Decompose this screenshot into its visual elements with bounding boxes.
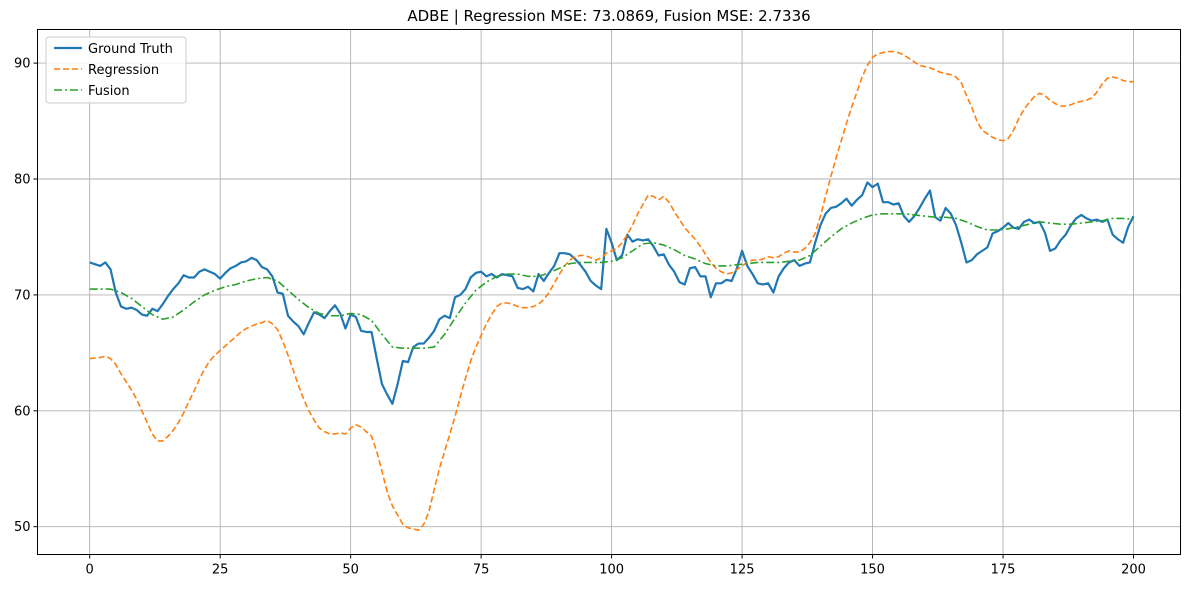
legend-label-regression: Regression	[88, 63, 159, 78]
x-tick-label: 25	[212, 563, 229, 578]
legend: Ground Truth Regression Fusion	[45, 36, 187, 104]
series-line-regression	[89, 50, 1134, 531]
series-line-ground-truth	[89, 181, 1135, 405]
chart-title: ADBE | Regression MSE: 73.0869, Fusion M…	[407, 7, 810, 25]
legend-box	[45, 36, 187, 104]
plot-area-frame	[37, 29, 1181, 555]
x-tick-label: 0	[86, 563, 94, 578]
x-tick-label: 150	[860, 563, 885, 578]
series-layer	[89, 50, 1135, 531]
legend-label-fusion: Fusion	[88, 84, 130, 99]
x-tick-label: 200	[1121, 563, 1146, 578]
x-axis-ticks: 0 25 50 75 100 125 150 175 200	[86, 554, 1146, 578]
y-tick-label: 90	[14, 57, 31, 72]
legend-label-ground-truth: Ground Truth	[88, 42, 173, 57]
x-tick-label: 100	[599, 563, 624, 578]
y-tick-label: 50	[14, 520, 31, 535]
y-tick-label: 80	[14, 173, 31, 188]
x-tick-label: 75	[473, 563, 490, 578]
x-tick-label: 175	[991, 563, 1016, 578]
y-tick-label: 60	[14, 404, 31, 419]
x-tick-label: 125	[730, 563, 755, 578]
y-axis-ticks: 50 60 70 80 90	[14, 57, 38, 535]
x-tick-label: 50	[342, 563, 359, 578]
series-line-fusion	[89, 212, 1134, 350]
y-tick-label: 70	[14, 288, 31, 303]
grid	[37, 29, 1181, 555]
